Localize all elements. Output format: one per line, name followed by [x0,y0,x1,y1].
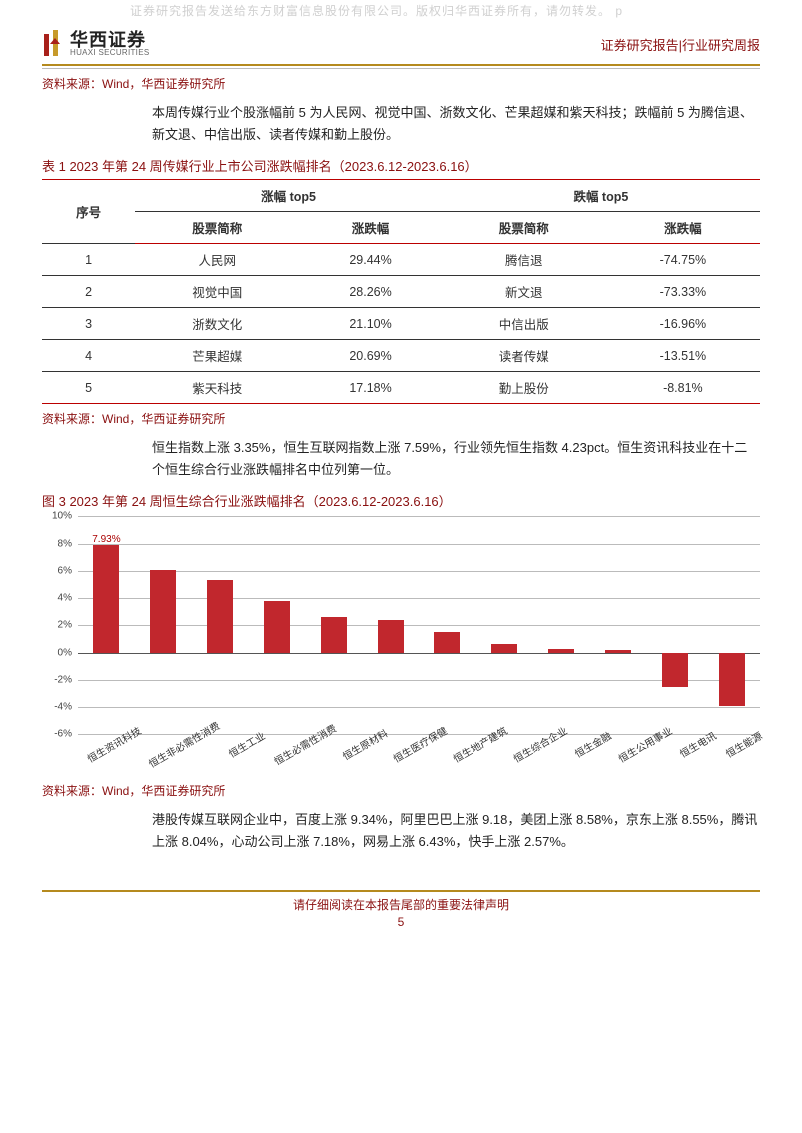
bar-col [305,516,362,734]
bar-value-label: 7.93% [92,534,120,545]
y-tick: 2% [42,620,72,631]
bar [150,570,176,653]
page-number: 5 [42,915,760,929]
hangseng-bar-chart: -6%-4%-2%0%2%4%6%8%10% 7.93% 恒生资讯科技恒生非必需… [42,516,760,776]
table-cell: 17.18% [299,372,441,404]
bar-col: 7.93% [78,516,135,734]
doc-type: 证券研究报告|行业研究周报 [601,35,760,54]
y-tick: -4% [42,702,72,713]
table-cell: 视觉中国 [135,276,299,308]
bar [264,601,290,653]
table-cell: -8.81% [606,372,760,404]
bar-col [533,516,590,734]
bar-col [419,516,476,734]
bar [662,653,688,687]
chart-caption: 图 3 2023 年第 24 周恒生综合行业涨跌幅排名（2023.6.12-20… [42,491,760,510]
table-cell: 4 [42,340,135,372]
paragraph-1: 本周传媒行业个股涨幅前 5 为人民网、视觉中国、浙数文化、芒果超媒和紫天科技；跌… [152,102,760,146]
y-tick: 8% [42,538,72,549]
bar [548,649,574,653]
table-cell: -73.33% [606,276,760,308]
table-cell: -16.96% [606,308,760,340]
table-cell: 勤上股份 [442,372,606,404]
table-row: 5紫天科技17.18%勤上股份-8.81% [42,372,760,404]
y-tick: 4% [42,593,72,604]
table-cell: 1 [42,244,135,276]
table-cell: 芒果超媒 [135,340,299,372]
table-cell: 5 [42,372,135,404]
logo-cn: 华西证券 [70,31,149,49]
th-index: 序号 [42,180,135,244]
bar-col [646,516,703,734]
bar [434,632,460,652]
footer-disclaimer: 请仔细阅读在本报告尾部的重要法律声明 [42,896,760,913]
source-2: 资料来源：Wind，华西证券研究所 [42,410,760,427]
table-cell: 3 [42,308,135,340]
table-cell: 29.44% [299,244,441,276]
table1-caption: 表 1 2023 年第 24 周传媒行业上市公司涨跌幅排名（2023.6.12-… [42,156,760,175]
table-cell: -74.75% [606,244,760,276]
bar [378,620,404,653]
th-dn-chg: 涨跌幅 [606,212,760,244]
bar-col [703,516,760,734]
table-cell: -13.51% [606,340,760,372]
bar [321,617,347,652]
table-row: 1人民网29.44%腾信退-74.75% [42,244,760,276]
table-cell: 20.69% [299,340,441,372]
source-1: 资料来源：Wind，华西证券研究所 [42,75,760,92]
y-tick: 10% [42,511,72,522]
bar-col [192,516,249,734]
logo-mark-icon [42,30,64,58]
th-up-group: 涨幅 top5 [135,180,441,212]
table-cell: 28.26% [299,276,441,308]
table-cell: 浙数文化 [135,308,299,340]
table-cell: 腾信退 [442,244,606,276]
table-cell: 21.10% [299,308,441,340]
y-tick: -2% [42,674,72,685]
bar [605,650,631,653]
table-row: 2视觉中国28.26%新文退-73.33% [42,276,760,308]
bar-col [362,516,419,734]
y-tick: 0% [42,647,72,658]
bar [207,580,233,652]
paragraph-3: 港股传媒互联网企业中，百度上涨 9.34%，阿里巴巴上涨 9.18，美团上涨 8… [152,809,760,853]
table-cell: 新文退 [442,276,606,308]
header-rule [42,64,760,66]
gap-rule [42,68,760,69]
logo: 华西证券 HUAXI SECURITIES [42,30,149,58]
table-cell: 2 [42,276,135,308]
table-rankings: 序号 涨幅 top5 跌幅 top5 股票简称 涨跌幅 股票简称 涨跌幅 1人民… [42,179,760,404]
bar-col [589,516,646,734]
th-dn-name: 股票简称 [442,212,606,244]
logo-en: HUAXI SECURITIES [70,49,149,57]
bar-col [476,516,533,734]
bar-col [248,516,305,734]
table-cell: 读者传媒 [442,340,606,372]
table-cell: 紫天科技 [135,372,299,404]
y-tick: -6% [42,729,72,740]
bar [491,644,517,652]
bar-col [135,516,192,734]
page-header: 华西证券 HUAXI SECURITIES 证券研究报告|行业研究周报 [42,18,760,58]
bar [719,653,745,706]
watermark-text: 证券研究报告发送给东方财富信息股份有限公司。版权归华西证券所有，请勿转发。 p [130,2,762,19]
table-row: 3浙数文化21.10%中信出版-16.96% [42,308,760,340]
table-row: 4芒果超媒20.69%读者传媒-13.51% [42,340,760,372]
th-up-name: 股票简称 [135,212,299,244]
paragraph-2: 恒生指数上涨 3.35%，恒生互联网指数上涨 7.59%，行业领先恒生指数 4.… [152,437,760,481]
footer-rule [42,890,760,892]
th-up-chg: 涨跌幅 [299,212,441,244]
y-tick: 6% [42,565,72,576]
table-cell: 中信出版 [442,308,606,340]
table-cell: 人民网 [135,244,299,276]
bar [93,545,119,653]
th-down-group: 跌幅 top5 [442,180,760,212]
source-3: 资料来源：Wind，华西证券研究所 [42,782,760,799]
